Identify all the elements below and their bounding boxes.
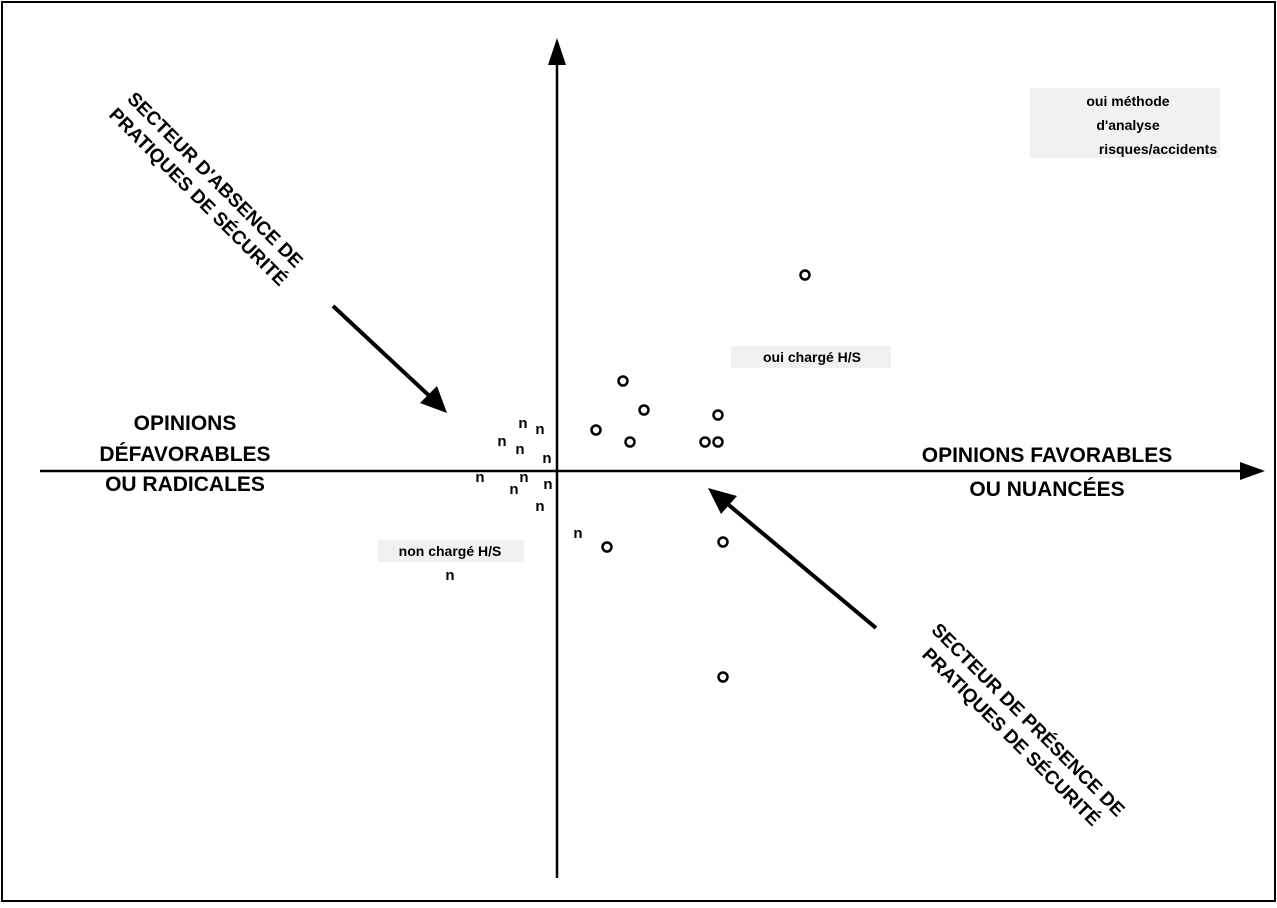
right-axis-label-line1: OPINIONS FAVORABLES [922,444,1172,467]
left-axis-label-line1: OPINIONS [134,412,237,435]
n-marker: n [497,433,506,450]
modality-oui-methode-line1: oui méthode [1086,93,1169,109]
n-marker: n [542,450,551,467]
sector-absence-arrow [331,304,440,406]
o-marker [799,269,811,281]
modality-oui-methode-halo [1030,88,1220,158]
modality-oui-methode: oui méthode d'analyse risques/accidents [1030,88,1220,158]
right-axis-label-line2: OU NUANCÉES [969,478,1124,501]
sector-absence-arrowhead [420,386,447,413]
o-marker [624,436,636,448]
modality-oui-charge-label: oui chargé H/S [763,349,861,365]
modality-oui-methode-line2: d'analyse [1096,117,1159,133]
sector-absence-line1: SECTEUR D'ABSENCE DE [123,89,307,273]
sector-presence-label: SECTEUR DE PRÉSENCE DE PRATIQUES DE SÉCU… [917,619,1129,831]
n-marker: n [535,421,544,438]
sector-presence-arrow [716,494,878,630]
o-marker [617,375,629,387]
n-marker: n [519,469,528,486]
vertical-axis-arrowhead [548,38,566,65]
o-marker [712,436,724,448]
modality-non-charge-label: non chargé H/S [399,543,502,559]
modality-non-charge: non chargé H/S [378,540,524,562]
n-marker: n [573,525,582,542]
modality-oui-methode-line3: risques/accidents [1099,141,1217,157]
horizontal-axis-arrowhead [1240,462,1265,480]
modality-oui-charge: oui chargé H/S [731,346,891,368]
n-marker: n [518,415,527,432]
n-marker: n [475,469,484,486]
n-marker: n [515,441,524,458]
sector-presence-arrowhead [708,488,737,514]
n-marker: n [445,567,454,584]
n-markers: n n n n n n n n n n n n [445,415,582,584]
o-marker [717,536,729,548]
left-axis-label-line3: OU RADICALES [105,473,265,496]
o-marker [712,409,724,421]
o-marker [717,671,729,683]
n-marker: n [535,498,544,515]
sector-absence-line2: PRATIQUES DE SÉCURITÉ [104,104,291,291]
o-markers [590,269,811,683]
left-axis-label-line2: DÉFAVORABLES [99,443,270,466]
o-marker [638,404,650,416]
o-marker [590,424,602,436]
o-marker [699,436,711,448]
sector-presence-line1: SECTEUR DE PRÉSENCE DE [927,619,1129,821]
n-marker: n [509,481,518,498]
modality-oui-charge-halo [731,346,891,368]
n-marker: n [543,476,552,493]
sector-presence-line2: PRATIQUES DE SÉCURITÉ [917,644,1104,831]
sector-absence-label: SECTEUR D'ABSENCE DE PRATIQUES DE SÉCURI… [104,89,307,291]
o-marker [601,541,613,553]
modality-non-charge-halo [378,540,524,562]
